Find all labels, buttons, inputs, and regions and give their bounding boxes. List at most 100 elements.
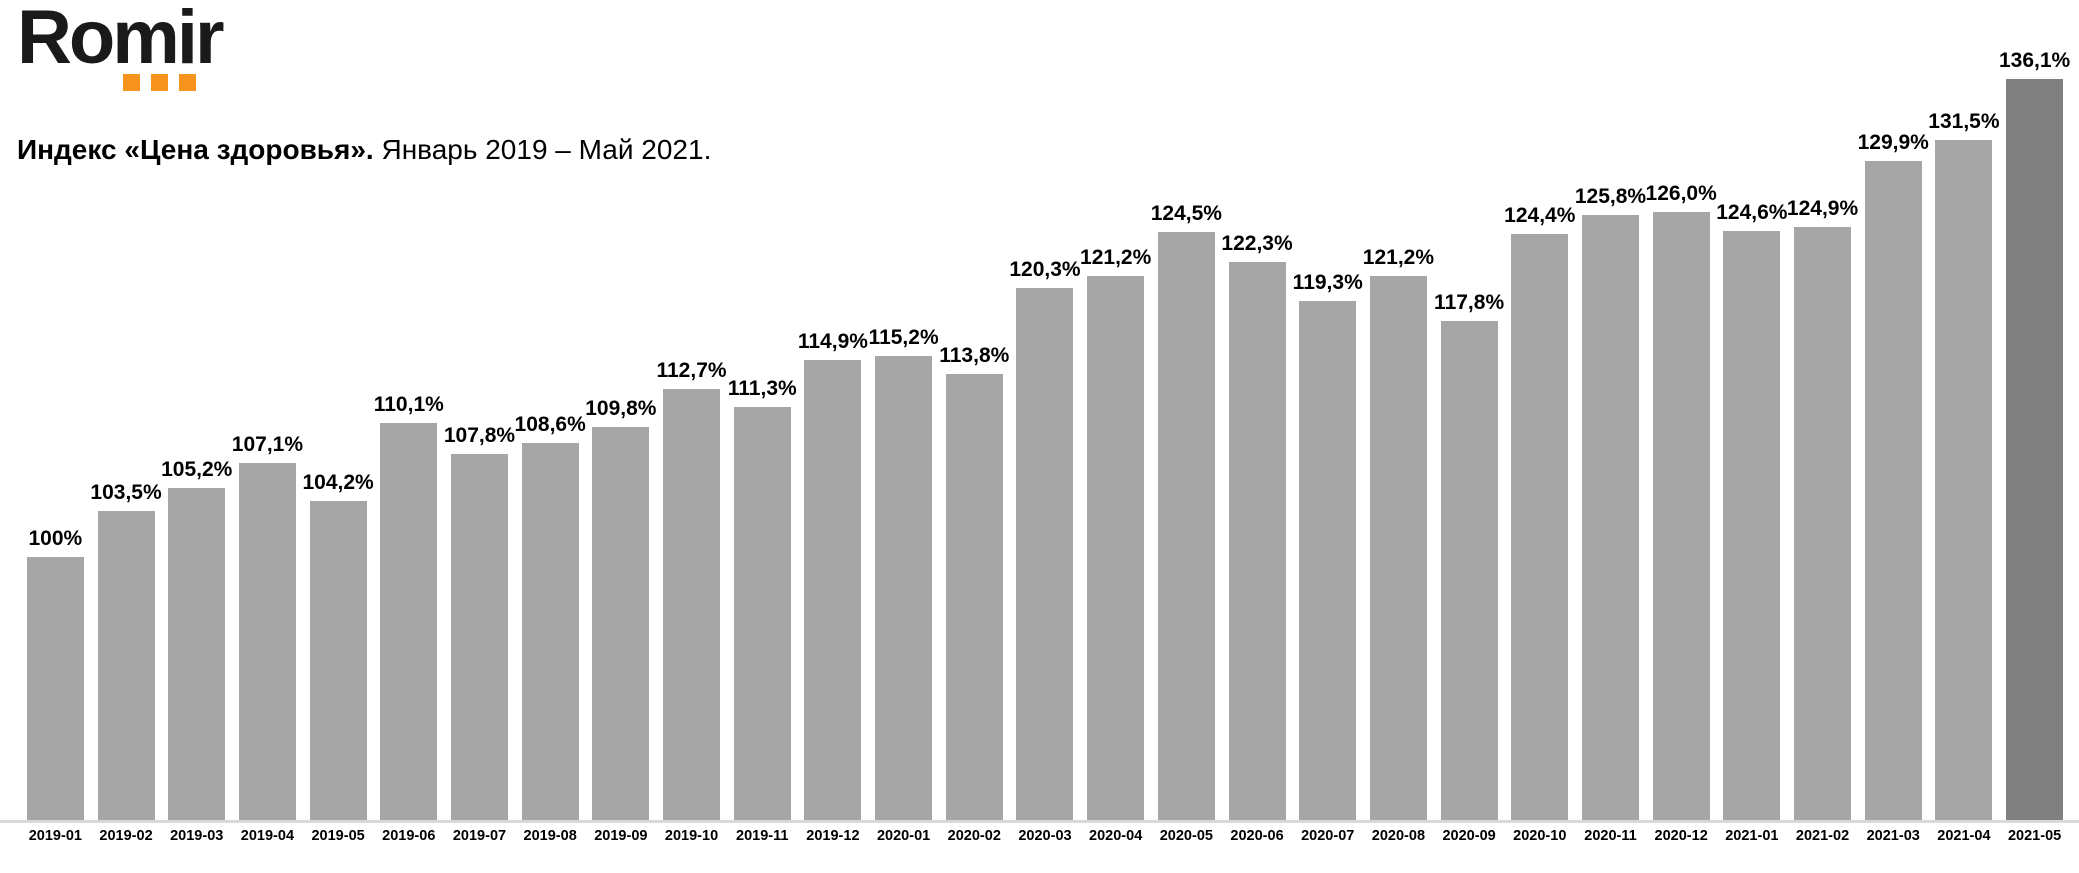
bar-value-label: 121,2% <box>1362 246 1435 269</box>
bar-value-label: 100% <box>28 527 83 550</box>
bar <box>26 557 84 822</box>
bar <box>309 501 367 822</box>
bar <box>1157 232 1215 822</box>
bar-column: 107,1% <box>232 433 303 822</box>
bar-value-label: 105,2% <box>161 458 233 481</box>
bar <box>1440 321 1498 822</box>
bar-column: 109,8% <box>585 397 657 822</box>
bar-column: 108,6% <box>515 413 586 822</box>
x-tick-label: 2020-10 <box>1513 828 1567 844</box>
bar-value-label: 103,5% <box>90 481 162 504</box>
bar-value-label: 113,8% <box>939 344 1010 367</box>
bar-column: 110,1% <box>373 393 444 822</box>
bar <box>97 511 155 822</box>
bar <box>521 443 579 822</box>
x-tick-label: 2020-04 <box>1089 828 1143 844</box>
x-tick-label: 2019-03 <box>170 828 224 844</box>
x-tick-label: 2019-02 <box>99 828 153 844</box>
bar <box>1864 161 1922 822</box>
bar-column: 131,5% <box>1928 110 2000 822</box>
romir-logo-dots-icon <box>123 74 196 91</box>
x-tick-label: 2020-03 <box>1018 828 1072 844</box>
bar <box>238 463 296 822</box>
bar-column: 111,3% <box>727 377 798 822</box>
x-tick-label: 2019-09 <box>594 828 648 844</box>
bar-value-label: 111,3% <box>727 377 797 400</box>
romir-logo-text: Romir <box>17 0 225 80</box>
bar-value-label: 136,1% <box>1998 49 2071 72</box>
bar-value-label: 121,2% <box>1080 246 1152 269</box>
bar-column: 125,8% <box>1575 185 1646 822</box>
x-tick-label: 2019-08 <box>523 828 577 844</box>
bar-value-label: 119,3% <box>1292 271 1363 294</box>
x-tick-label: 2019-07 <box>452 828 507 844</box>
x-tick-label: 2019-05 <box>311 828 365 844</box>
x-tick-label: 2020-06 <box>1230 828 1284 844</box>
x-tick-label: 2019-12 <box>806 828 860 844</box>
bar <box>733 407 791 822</box>
bar-column: 121,2% <box>1363 246 1434 822</box>
bar-column: 104,2% <box>302 471 374 822</box>
bar-column: 120,3% <box>1009 258 1081 822</box>
bar <box>1016 288 1074 822</box>
bar <box>2006 79 2064 822</box>
bar-chart: 100% 103,5% 105,2% 107,1% 104,2% 110,1% 107,8%… <box>20 40 2070 822</box>
bar-value-label: 108,6% <box>514 413 586 436</box>
bar-column: 117,8% <box>1434 291 1505 822</box>
bar-value-label: 129,9% <box>1857 131 1929 154</box>
bar-column: 122,3% <box>1221 232 1293 822</box>
bar <box>380 423 438 822</box>
bar-value-label: 125,8% <box>1574 185 1647 208</box>
bar-value-label: 120,3% <box>1009 258 1081 281</box>
bar-column: 105,2% <box>161 458 232 822</box>
bar-value-label: 110,1% <box>373 393 444 416</box>
x-tick-label: 2020-07 <box>1301 828 1355 844</box>
bar <box>1581 215 1639 822</box>
x-axis: 2019-01 2019-02 2019-03 2019-04 2019-05 2019-… <box>20 828 2070 844</box>
orange-dot-icon <box>179 74 196 91</box>
bar <box>1652 212 1710 822</box>
bar-column: 126,0% <box>1646 182 1717 822</box>
x-tick-label: 2020-05 <box>1159 828 1213 844</box>
bar-value-label: 115,2% <box>868 326 939 349</box>
bar-column: 113,8% <box>939 344 1010 822</box>
bar-value-label: 126,0% <box>1645 182 1717 205</box>
x-tick-label: 2019-01 <box>28 828 82 844</box>
bar <box>1723 231 1781 822</box>
bar-value-label: 124,9% <box>1786 197 1859 220</box>
bar-value-label: 107,1% <box>231 433 304 456</box>
bar-column: 124,6% <box>1716 201 1787 822</box>
bar-value-label: 117,8% <box>1434 291 1505 314</box>
bar <box>1087 276 1145 822</box>
bar-value-label: 104,2% <box>302 471 374 494</box>
x-axis-line <box>0 820 2079 823</box>
bar-value-label: 107,8% <box>443 424 516 447</box>
x-tick-label: 2020-01 <box>876 828 931 844</box>
chart-title: Индекс «Цена здоровья». Январь 2019 – Ма… <box>17 134 711 166</box>
bar <box>875 356 933 822</box>
bar-column: 124,9% <box>1787 197 1858 822</box>
romir-logo: Romir <box>17 0 277 100</box>
x-tick-label: 2020-09 <box>1442 828 1496 844</box>
x-tick-label: 2021-01 <box>1725 828 1779 844</box>
x-tick-label: 2020-12 <box>1654 828 1708 844</box>
x-tick-label: 2019-06 <box>382 828 436 844</box>
bar <box>663 389 721 822</box>
bar-column: 114,9% <box>798 330 869 822</box>
orange-dot-icon <box>151 74 168 91</box>
bar-column: 107,8% <box>444 424 515 822</box>
bar-column: 112,7% <box>656 359 727 822</box>
x-tick-label: 2021-03 <box>1866 828 1920 844</box>
x-tick-label: 2020-11 <box>1584 828 1637 844</box>
x-tick-label: 2019-10 <box>664 828 719 844</box>
chart-title-period: Январь 2019 – Май 2021. <box>373 134 712 165</box>
x-tick-label: 2021-02 <box>1795 828 1850 844</box>
bar-value-label: 114,9% <box>797 330 868 353</box>
bar-column: 121,2% <box>1080 246 1151 822</box>
bar <box>1511 234 1569 822</box>
bar-value-label: 109,8% <box>585 397 657 420</box>
bar-column: 124,4% <box>1504 204 1575 822</box>
bar <box>1935 140 1993 822</box>
bar-value-label: 112,7% <box>656 359 727 382</box>
